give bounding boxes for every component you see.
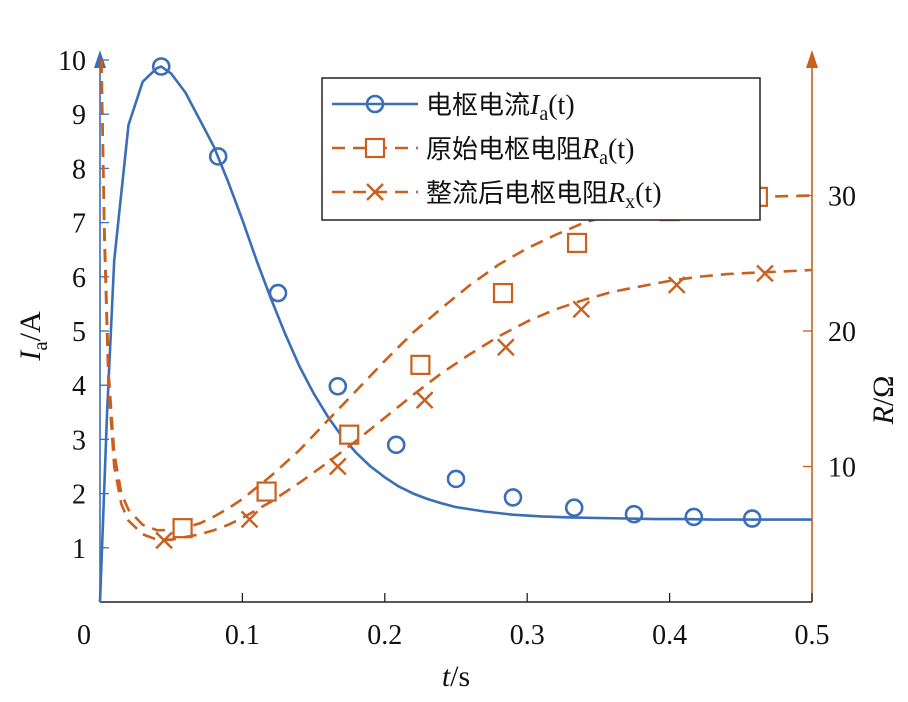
series-1-marker [624,504,644,524]
y-left-tick-label: 10 [58,46,86,77]
y-left-tick-label: 5 [72,317,86,348]
legend-marker-1 [365,94,385,114]
left-axis-arrow [94,50,106,68]
y-left-tick-label: 2 [72,480,86,511]
series-3-marker [572,300,591,319]
series-3 [100,59,813,550]
origin-label: 0 [77,620,91,651]
series-1-marker [268,283,288,303]
series-2-marker [339,424,360,445]
series-3-line [100,59,813,541]
axes: 0.1 0.2 0.3 0.4 0.5 0 1 2 3 4 5 6 7 8 9 10 10 20 30 t/s Ia/A… [14,46,900,693]
series-1-marker [684,507,704,527]
series-1-marker [208,147,228,166]
legend-label-3: 整流后电枢电阻Rx(t) [426,178,662,213]
series-2-marker [172,518,193,539]
series-1-marker [564,498,584,517]
series-3-marker [415,391,434,409]
series-2-marker [256,481,277,502]
x-tick-label: 0.2 [367,620,402,651]
series-3-marker [496,338,515,357]
legend-box [321,77,761,221]
x-tick-label: 0.3 [510,620,545,651]
y-right-axis-label: R/Ω [867,376,900,426]
series-1-marker [446,469,466,489]
y-left-tick-label: 6 [72,263,86,294]
series-3-marker [328,457,347,476]
x-axis-label: t/s [442,660,470,693]
series-3-marker [667,276,686,294]
series-1-marker [151,57,171,76]
legend-marker-3 [366,183,384,201]
y-right-tick-label: 30 [828,182,856,213]
legend: 电枢电流Ia(t) 原始电枢电阻Ra(t) 整流后电枢电阻Rx(t) [321,77,761,221]
y-left-tick-label: 3 [72,425,86,456]
x-tick-label: 0.1 [225,620,260,651]
series-3-marker [756,264,774,283]
x-tick-label: 0.5 [795,620,830,651]
series-3-marker [155,531,173,550]
y-left-tick-label: 7 [72,209,86,240]
legend-marker-2 [364,137,386,159]
y-left-tick-label: 4 [72,371,86,402]
y-left-tick-label: 1 [72,534,86,565]
series-2-marker [410,354,431,375]
right-axis-arrow [806,50,818,68]
y-left-axis-label: Ia/A [14,311,52,362]
series-1-marker [503,488,523,507]
legend-label-2: 原始电枢电阻Ra(t) [426,134,634,169]
series-1-marker [742,509,762,528]
series-1-marker [386,435,406,455]
series-1-marker [328,376,348,396]
y-left-tick-label: 8 [72,154,86,185]
series-2-marker [566,232,588,254]
y-right-tick-label: 10 [828,453,856,484]
y-right-tick-label: 20 [828,317,856,348]
x-tick-label: 0.4 [652,620,687,651]
series-2-marker [492,282,514,304]
series-3-marker [240,510,259,529]
legend-label-1: 电枢电流Ia(t) [426,90,575,125]
y-left-tick-label: 9 [72,100,86,131]
